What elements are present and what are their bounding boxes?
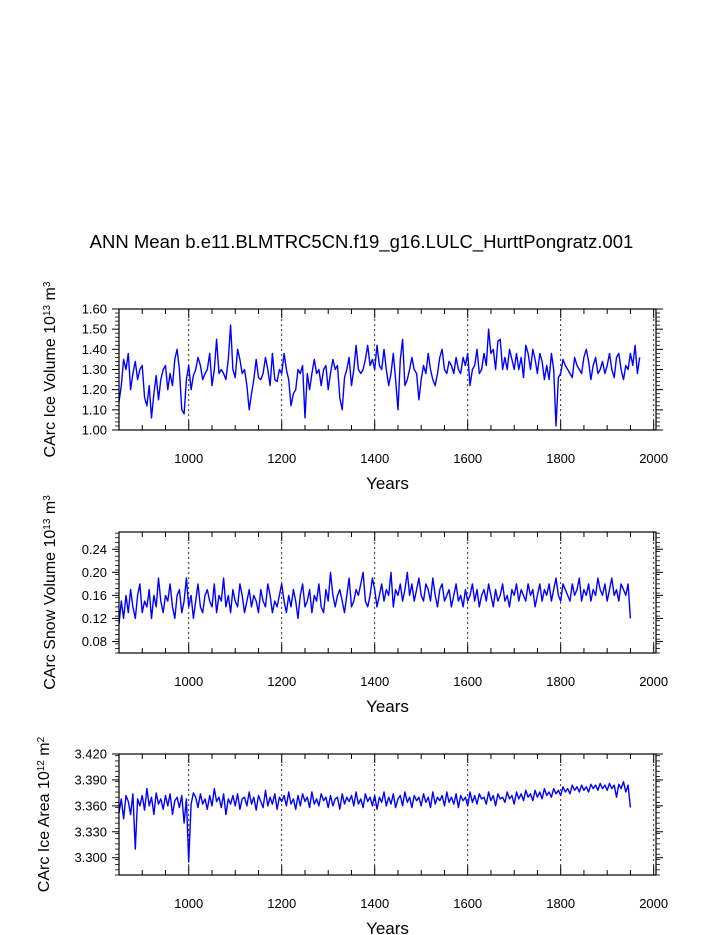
y-axis-label-exponent: 13 [42, 304, 53, 316]
chart-ice-volume-ytick-label: 1.40 [82, 342, 107, 357]
chart-ice-area-xtick-label: 1400 [360, 896, 389, 911]
chart-ice-area-xtick-label: 1000 [174, 896, 203, 911]
chart-ice-volume-xtick-label: 2000 [639, 451, 668, 466]
chart-ice-volume-plot-frame [118, 308, 657, 431]
chart-ice-volume-xtick-label: 1600 [453, 451, 482, 466]
chart-ice-volume-ytick-label: 1.50 [82, 322, 107, 337]
chart-ice-volume-ytick-label: 1.00 [82, 423, 107, 438]
chart-ice-volume-xtick-label: 1400 [360, 451, 389, 466]
chart-snow-volume-ytick-label: 0.20 [82, 565, 107, 580]
chart-ice-area: 1000 1200 1400 1600 1800 2000 3.300 3.330 3.360 3… [36, 736, 669, 935]
chart-ice-volume-y-axis-label: CArc Ice Volume 1013 m3 [42, 281, 60, 457]
chart-ice-area-xtick-label: 2000 [639, 896, 668, 911]
chart-ice-volume-x-axis-label: Years [366, 474, 409, 493]
chart-snow-volume-ytick-label: 0.16 [82, 588, 107, 603]
chart-ice-area-series-line [118, 781, 632, 863]
chart-ice-area-xtick-label: 1600 [453, 896, 482, 911]
y-axis-label-exponent: 13 [42, 518, 53, 530]
y-axis-label-exponent: 2 [36, 736, 47, 742]
y-axis-label-exponent: 12 [36, 760, 47, 772]
chart-ice-area-ytick-label: 3.390 [74, 772, 107, 787]
chart-ice-volume-xtick-label: 1200 [267, 451, 296, 466]
chart-snow-volume-x-axis-label: Years [366, 697, 409, 716]
chart-ice-volume-ytick-label: 1.20 [82, 382, 107, 397]
y-axis-label-exponent: 3 [42, 281, 53, 287]
chart-snow-volume-y-axis-label: CArc Snow Volume 1013 m3 [42, 495, 60, 690]
chart-ice-volume: 1000 1200 1400 1600 1800 2000 1.00 1.10 1.20 1.30… [42, 281, 669, 493]
chart-ice-volume-ytick-label: 1.10 [82, 402, 107, 417]
y-axis-label-text: CArc Snow Volume 10 [42, 530, 59, 690]
y-axis-label-text: m [42, 501, 59, 519]
chart-snow-volume-xtick-label: 1400 [360, 674, 389, 689]
chart-snow-volume-xtick-label: 1000 [174, 674, 203, 689]
chart-ice-area-xtick-label: 1800 [546, 896, 575, 911]
chart-ice-area-xtick-label: 1200 [267, 896, 296, 911]
chart-ice-volume-series-line [118, 324, 641, 427]
chart-snow-volume-series-line [118, 571, 632, 625]
chart-ice-volume-ytick-label: 1.30 [82, 362, 107, 377]
chart-ice-area-ytick-label: 3.330 [74, 824, 107, 839]
chart-ice-area-x-axis-label: Years [366, 919, 409, 935]
chart-snow-volume: 1000 1200 1400 1600 1800 2000 0.08 0.12 0.16 0.20… [42, 495, 669, 716]
chart-ice-volume-xtick-label: 1000 [174, 451, 203, 466]
chart-ice-area-ytick-label: 3.420 [74, 747, 107, 762]
page-title: ANN Mean b.e11.BLMTRC5CN.f19_g16.LULC_Hu… [89, 231, 634, 252]
y-axis-label-text: CArc Ice Volume 10 [42, 316, 59, 458]
chart-snow-volume-ytick-label: 0.24 [82, 542, 107, 557]
chart-ice-area-y-axis-label: CArc Ice Area 1012 m2 [36, 736, 54, 892]
chart-ice-area-ytick-label: 3.300 [74, 850, 107, 865]
y-axis-label-text: CArc Ice Area 10 [36, 771, 53, 892]
y-axis-label-exponent: 3 [42, 495, 53, 501]
y-axis-label-text: m [42, 287, 59, 305]
chart-snow-volume-xtick-label: 1600 [453, 674, 482, 689]
chart-snow-volume-ytick-label: 0.12 [82, 611, 107, 626]
y-axis-label-text: m [36, 742, 53, 760]
chart-ice-volume-xtick-label: 1800 [546, 451, 575, 466]
chart-snow-volume-xtick-label: 2000 [639, 674, 668, 689]
chart-snow-volume-xtick-label: 1800 [546, 674, 575, 689]
chart-snow-volume-xtick-label: 1200 [267, 674, 296, 689]
chart-ice-volume-ytick-label: 1.60 [82, 302, 107, 317]
chart-ice-area-ytick-label: 3.360 [74, 798, 107, 813]
chart-snow-volume-plot-frame [118, 531, 657, 654]
chart-ice-area-plot-frame [118, 753, 657, 876]
chart-snow-volume-ytick-label: 0.08 [82, 634, 107, 649]
